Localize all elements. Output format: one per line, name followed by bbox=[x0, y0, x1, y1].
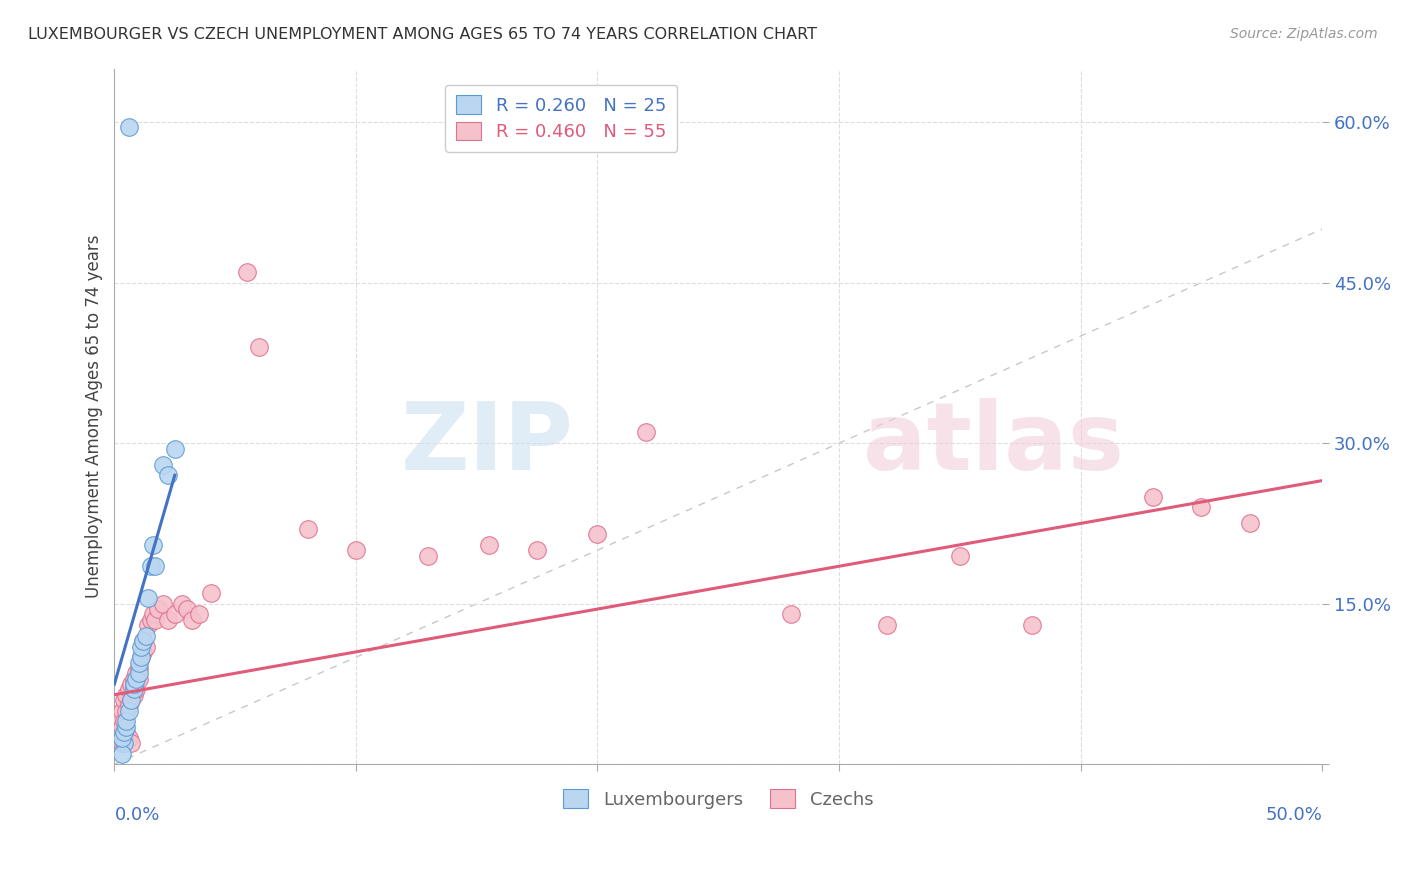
Point bbox=[779, 607, 801, 622]
Point bbox=[156, 613, 179, 627]
Point bbox=[128, 661, 150, 675]
Point bbox=[634, 425, 657, 440]
Point bbox=[297, 522, 319, 536]
Point bbox=[1142, 490, 1164, 504]
Point bbox=[247, 340, 270, 354]
Text: ZIP: ZIP bbox=[401, 398, 574, 491]
Point bbox=[152, 458, 174, 472]
Point bbox=[115, 704, 138, 718]
Point bbox=[146, 602, 169, 616]
Point bbox=[115, 714, 138, 729]
Point bbox=[115, 725, 138, 739]
Point bbox=[136, 618, 159, 632]
Point bbox=[122, 677, 145, 691]
Point bbox=[132, 645, 155, 659]
Point bbox=[344, 543, 367, 558]
Point bbox=[152, 597, 174, 611]
Point bbox=[122, 688, 145, 702]
Point bbox=[135, 629, 157, 643]
Point bbox=[132, 634, 155, 648]
Point bbox=[120, 693, 142, 707]
Point bbox=[120, 677, 142, 691]
Point bbox=[125, 672, 148, 686]
Point bbox=[111, 731, 134, 745]
Point bbox=[118, 120, 141, 135]
Text: 0.0%: 0.0% bbox=[114, 806, 160, 824]
Point bbox=[125, 682, 148, 697]
Point bbox=[115, 720, 138, 734]
Text: atlas: atlas bbox=[863, 398, 1125, 491]
Point bbox=[112, 693, 135, 707]
Point bbox=[1239, 516, 1261, 531]
Point bbox=[108, 714, 131, 729]
Point bbox=[111, 747, 134, 761]
Point bbox=[236, 265, 259, 279]
Point bbox=[200, 586, 222, 600]
Point bbox=[111, 704, 134, 718]
Point bbox=[129, 650, 152, 665]
Point bbox=[136, 591, 159, 606]
Y-axis label: Unemployment Among Ages 65 to 74 years: Unemployment Among Ages 65 to 74 years bbox=[86, 235, 103, 599]
Point bbox=[129, 650, 152, 665]
Point bbox=[145, 613, 167, 627]
Point bbox=[949, 549, 972, 563]
Point bbox=[139, 559, 162, 574]
Point bbox=[176, 602, 198, 616]
Point bbox=[876, 618, 898, 632]
Point bbox=[112, 725, 135, 739]
Point bbox=[128, 672, 150, 686]
Point bbox=[156, 468, 179, 483]
Point bbox=[120, 736, 142, 750]
Point bbox=[418, 549, 440, 563]
Point bbox=[129, 640, 152, 654]
Point bbox=[115, 688, 138, 702]
Point bbox=[111, 736, 134, 750]
Point bbox=[1189, 500, 1212, 515]
Point bbox=[128, 666, 150, 681]
Point bbox=[180, 613, 202, 627]
Legend: Luxembourgers, Czechs: Luxembourgers, Czechs bbox=[554, 780, 883, 818]
Text: Source: ZipAtlas.com: Source: ZipAtlas.com bbox=[1230, 27, 1378, 41]
Point bbox=[112, 714, 135, 729]
Point bbox=[1021, 618, 1043, 632]
Point bbox=[112, 736, 135, 750]
Point bbox=[122, 682, 145, 697]
Point bbox=[125, 666, 148, 681]
Point bbox=[118, 698, 141, 713]
Point bbox=[142, 538, 165, 552]
Point bbox=[586, 527, 609, 541]
Point bbox=[111, 720, 134, 734]
Point bbox=[478, 538, 501, 552]
Point bbox=[163, 442, 186, 456]
Point bbox=[118, 704, 141, 718]
Point bbox=[132, 634, 155, 648]
Point bbox=[122, 672, 145, 686]
Text: LUXEMBOURGER VS CZECH UNEMPLOYMENT AMONG AGES 65 TO 74 YEARS CORRELATION CHART: LUXEMBOURGER VS CZECH UNEMPLOYMENT AMONG… bbox=[28, 27, 817, 42]
Point bbox=[145, 559, 167, 574]
Point bbox=[120, 693, 142, 707]
Point bbox=[170, 597, 193, 611]
Point bbox=[128, 656, 150, 670]
Point bbox=[135, 640, 157, 654]
Point bbox=[526, 543, 548, 558]
Point bbox=[112, 731, 135, 745]
Point bbox=[163, 607, 186, 622]
Point bbox=[118, 682, 141, 697]
Point bbox=[139, 613, 162, 627]
Point bbox=[118, 731, 141, 745]
Text: 50.0%: 50.0% bbox=[1265, 806, 1322, 824]
Point bbox=[142, 607, 165, 622]
Point bbox=[187, 607, 209, 622]
